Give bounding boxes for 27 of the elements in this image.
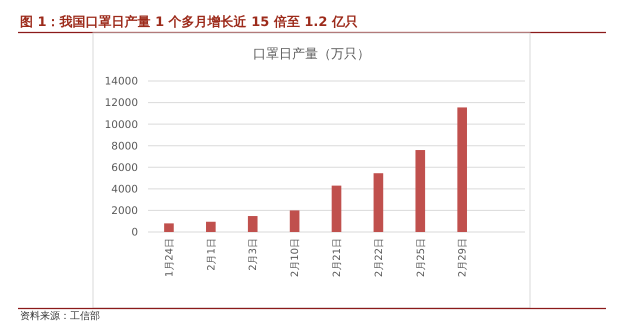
y-tick-label: 10000 bbox=[104, 118, 138, 131]
y-tick-label: 2000 bbox=[111, 205, 138, 218]
bar bbox=[457, 107, 467, 232]
bar bbox=[206, 222, 216, 232]
bar bbox=[332, 186, 342, 232]
y-tick-label: 8000 bbox=[111, 140, 138, 152]
text: 资料来源：工信部 bbox=[20, 310, 100, 322]
x-tick-label: 2月21日 bbox=[332, 238, 343, 278]
x-tick-label: 1月24日 bbox=[164, 238, 176, 278]
y-tick-label: 6000 bbox=[111, 162, 138, 174]
bar bbox=[248, 216, 258, 232]
y-tick-label: 12000 bbox=[104, 97, 138, 110]
y-tick-label: 14000 bbox=[104, 76, 138, 88]
chart-subtitle: 口罩日产量（万只） bbox=[253, 47, 370, 62]
bar bbox=[415, 150, 426, 232]
y-tick-label: 4000 bbox=[111, 184, 138, 196]
x-tick-label: 2月29日 bbox=[458, 238, 469, 278]
bar bbox=[164, 223, 174, 232]
bar bbox=[290, 210, 300, 232]
x-tick-label: 2月3日 bbox=[248, 238, 260, 271]
y-tick-label: 0 bbox=[131, 226, 138, 239]
chart-title: 图 1：我国口罩日产量 1 个多月增长近 15 倍至 1.2 亿只 bbox=[20, 14, 358, 30]
x-tick-label: 2月1日 bbox=[206, 238, 218, 271]
x-tick-label: 2月25日 bbox=[416, 238, 427, 278]
x-tick-label: 2月10日 bbox=[290, 238, 302, 278]
x-tick-label: 2月22日 bbox=[374, 238, 385, 278]
bar bbox=[374, 173, 384, 232]
